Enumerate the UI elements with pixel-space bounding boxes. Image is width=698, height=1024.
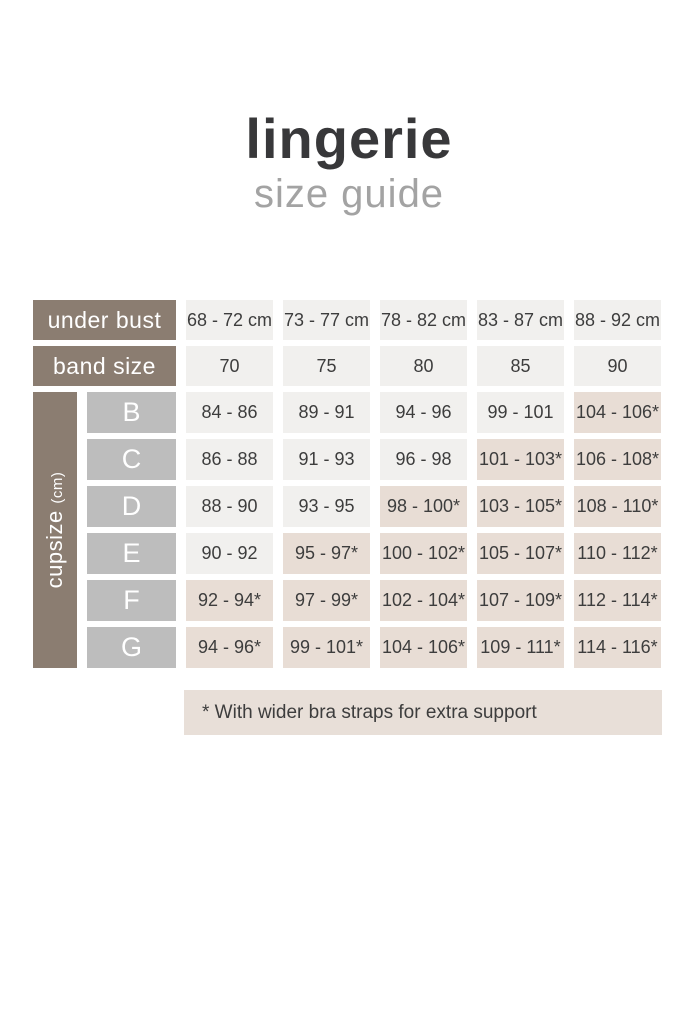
under-bust-range-cell: 83 - 87 cm: [477, 300, 564, 340]
size-range-cell: 90 - 92: [186, 533, 273, 574]
under-bust-header-label: under bust: [33, 300, 176, 340]
size-range-cell: 112 - 114*: [574, 580, 661, 621]
under-bust-range-cell: 73 - 77 cm: [283, 300, 370, 340]
size-range-cell: 114 - 116*: [574, 627, 661, 668]
page-title: lingerie: [245, 107, 453, 170]
size-range-cell: 99 - 101*: [283, 627, 370, 668]
band-size-cell: 70: [186, 346, 273, 386]
cup-letter-cell: G: [87, 627, 176, 668]
page-subtitle: size guide: [253, 171, 445, 216]
size-range-cell: 101 - 103*: [477, 439, 564, 480]
size-range-cell: 107 - 109*: [477, 580, 564, 621]
cup-letter-cell: C: [87, 439, 176, 480]
size-range-cell: 104 - 106*: [380, 627, 467, 668]
size-guide-table: under bust 68 - 72 cm 73 - 77 cm 78 - 82…: [33, 300, 661, 668]
cupsize-label: cupsize: [42, 510, 67, 589]
cupsize-axis-text: cupsize (cm): [42, 472, 68, 589]
size-range-cell: 94 - 96: [380, 392, 467, 433]
footnote: * With wider bra straps for extra suppor…: [184, 690, 662, 735]
cup-letter-cell: E: [87, 533, 176, 574]
band-size-cell: 85: [477, 346, 564, 386]
band-size-cell: 75: [283, 346, 370, 386]
size-range-cell: 92 - 94*: [186, 580, 273, 621]
cup-letter-cell: B: [87, 392, 176, 433]
size-range-cell: 105 - 107*: [477, 533, 564, 574]
size-range-cell: 84 - 86: [186, 392, 273, 433]
under-bust-range-cell: 88 - 92 cm: [574, 300, 661, 340]
size-range-cell: 95 - 97*: [283, 533, 370, 574]
cupsize-axis-bar: cupsize (cm): [33, 392, 77, 668]
size-range-cell: 110 - 112*: [574, 533, 661, 574]
size-range-cell: 104 - 106*: [574, 392, 661, 433]
size-range-cell: 97 - 99*: [283, 580, 370, 621]
size-range-cell: 91 - 93: [283, 439, 370, 480]
size-range-cell: 102 - 104*: [380, 580, 467, 621]
size-range-cell: 89 - 91: [283, 392, 370, 433]
size-range-cell: 94 - 96*: [186, 627, 273, 668]
size-range-cell: 109 - 111*: [477, 627, 564, 668]
size-range-cell: 99 - 101: [477, 392, 564, 433]
band-size-header-label: band size: [33, 346, 176, 386]
under-bust-range-cell: 68 - 72 cm: [186, 300, 273, 340]
size-range-cell: 93 - 95: [283, 486, 370, 527]
cup-letter-cell: D: [87, 486, 176, 527]
under-bust-range-cell: 78 - 82 cm: [380, 300, 467, 340]
title-block: lingerie size guide: [0, 107, 698, 216]
size-range-cell: 108 - 110*: [574, 486, 661, 527]
size-range-cell: 86 - 88: [186, 439, 273, 480]
size-range-cell: 106 - 108*: [574, 439, 661, 480]
band-size-cell: 80: [380, 346, 467, 386]
size-range-cell: 98 - 100*: [380, 486, 467, 527]
cupsize-unit: (cm): [49, 471, 66, 504]
size-range-cell: 88 - 90: [186, 486, 273, 527]
size-range-cell: 100 - 102*: [380, 533, 467, 574]
size-range-cell: 96 - 98: [380, 439, 467, 480]
size-range-cell: 103 - 105*: [477, 486, 564, 527]
band-size-cell: 90: [574, 346, 661, 386]
cup-letter-cell: F: [87, 580, 176, 621]
